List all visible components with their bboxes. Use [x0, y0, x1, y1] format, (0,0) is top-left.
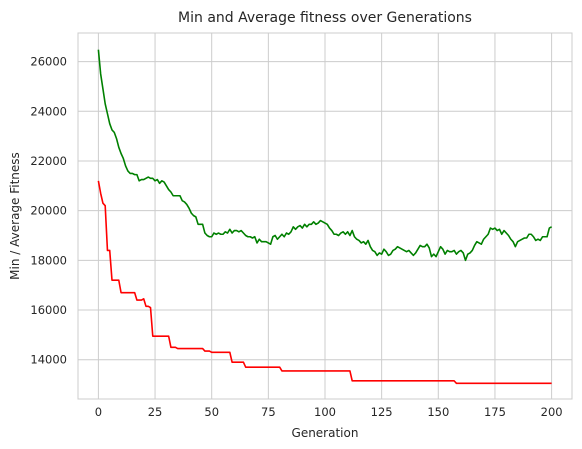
x-tick-label: 100	[314, 405, 336, 419]
series-line-red	[97, 180, 552, 385]
y-tick-label: 26000	[30, 55, 67, 69]
chart-title: Min and Average fitness over Generations	[178, 10, 472, 26]
x-tick-label: 75	[261, 405, 276, 419]
x-tick-label: 200	[541, 405, 563, 419]
x-tick-label: 0	[95, 405, 102, 419]
y-tick-label: 20000	[30, 204, 67, 218]
y-tick-labels: 14000 16000 18000 20000 22000 24000 26000	[30, 55, 67, 367]
x-tick-label: 175	[484, 405, 506, 419]
x-tick-label: 25	[148, 405, 163, 419]
x-tick-label: 125	[371, 405, 393, 419]
y-axis-title: Min / Average Fitness	[8, 152, 22, 280]
x-tick-label: 50	[204, 405, 219, 419]
y-tick-label: 22000	[30, 154, 67, 168]
plot-frame	[77, 32, 573, 400]
y-tick-label: 14000	[30, 353, 67, 367]
y-tick-label: 24000	[30, 104, 67, 118]
y-tick-label: 18000	[30, 253, 67, 267]
series-lines	[97, 49, 552, 385]
y-tick-label: 16000	[30, 303, 67, 317]
x-axis-title: Generation	[292, 426, 359, 440]
grid-lines	[78, 33, 572, 399]
series-line-green	[97, 49, 552, 262]
x-tick-label: 150	[427, 405, 449, 419]
x-tick-labels: 0 25 50 75 100 125 150 175 200	[95, 405, 563, 419]
